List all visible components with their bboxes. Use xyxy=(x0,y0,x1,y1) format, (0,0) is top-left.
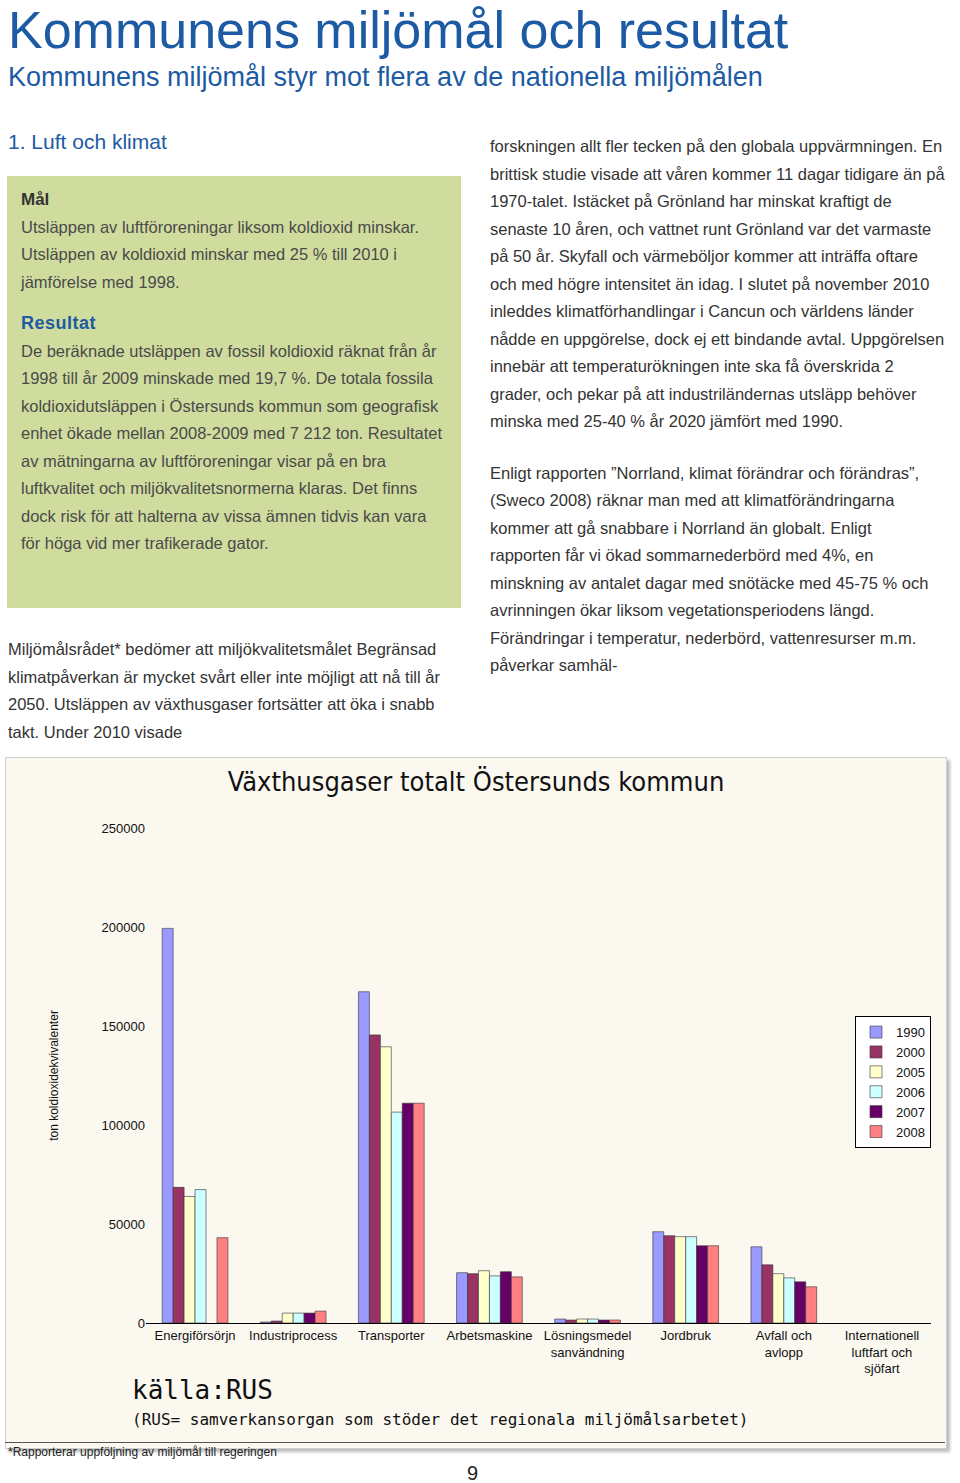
svg-text:2006: 2006 xyxy=(896,1085,925,1100)
svg-text:250000: 250000 xyxy=(102,821,145,836)
html-text:Mål: Mål xyxy=(21,190,50,209)
svg-text:50000: 50000 xyxy=(109,1217,145,1232)
svg-text:Energiförsörjn: Energiförsörjn xyxy=(155,1328,236,1343)
svg-text:Jordbruk: Jordbruk xyxy=(660,1328,711,1343)
html-text:Miljömålsrådet* bedömer att mi: Miljömålsrådet* bedömer att miljökvalite… xyxy=(8,640,440,741)
svg-text:källa:RUS: källa:RUS xyxy=(132,1375,273,1405)
html-text:9: 9 xyxy=(467,1462,479,1483)
svg-text:Arbetsmaskine: Arbetsmaskine xyxy=(446,1328,532,1343)
svg-text:100000: 100000 xyxy=(102,1118,145,1133)
html-text:Utsläppen av luftföroreningar: Utsläppen av luftföroreningar liksom kol… xyxy=(21,217,419,291)
html-text:forskningen allt fler tecken p: forskningen allt fler tecken på den glob… xyxy=(490,137,945,430)
svg-text:1990: 1990 xyxy=(896,1025,925,1040)
svg-text:150000: 150000 xyxy=(102,1019,145,1034)
svg-text:200000: 200000 xyxy=(102,920,145,935)
html-text:Enligt rapporten ”Norrland, kl: Enligt rapporten ”Norrland, klimat förän… xyxy=(490,463,929,674)
svg-text:2005: 2005 xyxy=(896,1065,925,1080)
svg-text:Avfall ochavlopp: Avfall ochavlopp xyxy=(756,1328,812,1360)
html-text:De beräknade utsläppen av foss: De beräknade utsläppen av fossil koldiox… xyxy=(21,341,443,552)
html-text:*Rapporterar uppföljning av mi: *Rapporterar uppföljning av miljömål til… xyxy=(8,1445,277,1459)
svg-text:Internationellluftfart ochsjöf: Internationellluftfart ochsjöfart xyxy=(845,1328,920,1377)
html-text:Kommunens miljömål styr mot fl: Kommunens miljömål styr mot flera av de … xyxy=(8,62,763,92)
html-text:1. Luft och klimat: 1. Luft och klimat xyxy=(8,130,167,153)
svg-text:(RUS= samverkansorgan som stöd: (RUS= samverkansorgan som stöder det reg… xyxy=(132,1410,749,1429)
html-text:Resultat: Resultat xyxy=(21,313,96,333)
svg-text:2008: 2008 xyxy=(896,1125,925,1140)
svg-text:Industriprocess: Industriprocess xyxy=(249,1328,338,1343)
svg-text:Växthusgaser totalt Östersunds: Växthusgaser totalt Östersunds kommun xyxy=(228,766,725,797)
svg-text:2007: 2007 xyxy=(896,1105,925,1120)
svg-text:2000: 2000 xyxy=(896,1045,925,1060)
svg-text:ton koldioxidekvivalenter: ton koldioxidekvivalenter xyxy=(47,1010,61,1141)
html-text:Kommunens miljömål och resulta: Kommunens miljömål och resultat xyxy=(8,1,789,59)
svg-text:Transporter: Transporter xyxy=(358,1328,425,1343)
svg-text:Lösningsmedelsanvändning: Lösningsmedelsanvändning xyxy=(544,1328,632,1360)
svg-text:0: 0 xyxy=(138,1316,145,1331)
